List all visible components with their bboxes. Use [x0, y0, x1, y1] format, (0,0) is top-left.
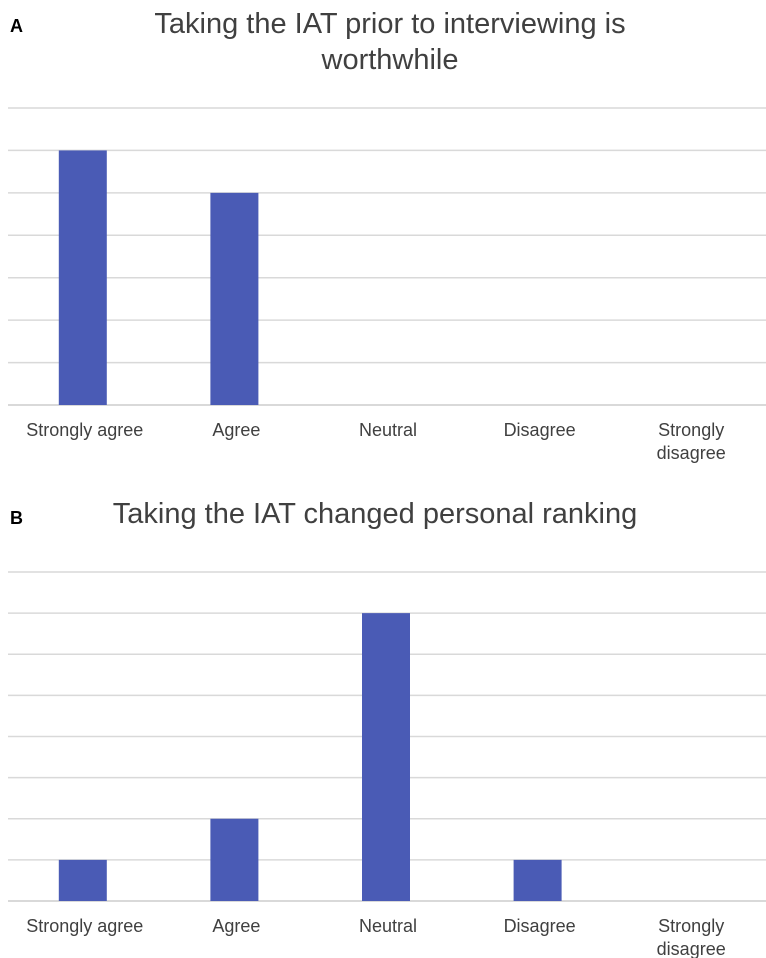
x-tick-label: Neutral	[359, 916, 417, 936]
bar	[58, 150, 107, 405]
chart-title-line-1: Taking the IAT changed personal ranking	[112, 498, 638, 530]
bar	[210, 818, 259, 901]
x-tick-label: Agree	[212, 916, 260, 936]
chart-panel-b: B Taking the IAT changed personal rankin…	[0, 490, 766, 958]
chart-title-line-2: worthwhile	[321, 44, 459, 76]
x-tick-label: Strongly agree	[26, 420, 143, 440]
chart-title: Taking the IAT changed personal ranking	[60, 496, 690, 532]
bar-chart: Strongly agree Agree Neutral Disagree Strong…	[8, 571, 766, 958]
bar	[362, 613, 410, 901]
chart-title: Taking the IAT prior to interviewing is …	[70, 6, 710, 78]
x-tick-label: Neutral	[359, 420, 417, 440]
x-tick-label: Agree	[212, 420, 260, 440]
bar-chart: Strongly agree Agree Neutral Disagree Strong…	[8, 107, 766, 463]
chart-panel-a: A Taking the IAT prior to interviewing i…	[0, 0, 766, 470]
x-tick-label: Strongly agree	[26, 916, 143, 936]
x-tick-label: Strongly disagree	[657, 916, 726, 958]
chart-title-line-1: Taking the IAT prior to interviewing is	[154, 8, 626, 40]
bar	[513, 859, 562, 901]
panel-label: B	[10, 508, 23, 528]
panel-label: A	[10, 16, 23, 36]
x-tick-label: Disagree	[504, 420, 576, 440]
x-tick-label: Disagree	[504, 916, 576, 936]
bar	[210, 192, 259, 405]
bar	[58, 859, 107, 901]
x-tick-label: Strongly disagree	[657, 420, 726, 463]
